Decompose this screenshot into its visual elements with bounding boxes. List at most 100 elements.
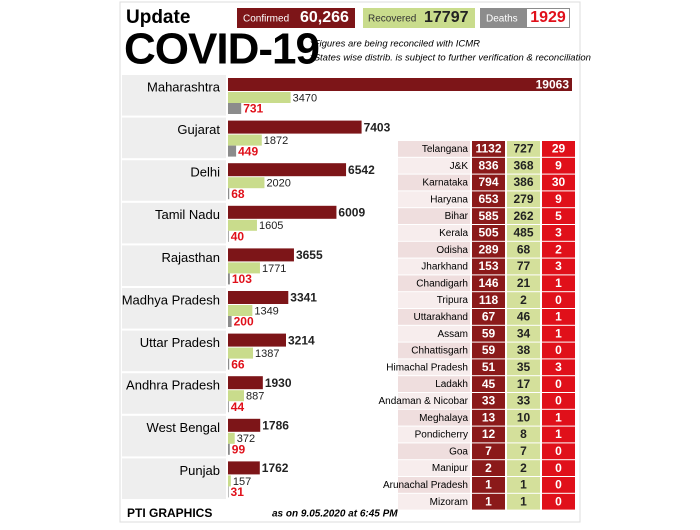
table-cell (542, 292, 575, 308)
recovered-total: 17797 (424, 9, 469, 26)
table-value: 1 (555, 310, 562, 324)
table-value: 29 (552, 142, 566, 156)
table-cell (472, 325, 505, 342)
confirmed-box (237, 8, 355, 28)
table-value: 5 (555, 209, 562, 223)
table-cell (472, 376, 505, 392)
table-value: 2 (485, 461, 492, 475)
table-value: 1132 (475, 142, 501, 156)
table-cell (542, 157, 575, 174)
table-cell (507, 157, 540, 174)
table-value: 0 (555, 293, 562, 307)
state-label: Tamil Nadu (155, 207, 220, 222)
table-name-cell (398, 309, 470, 325)
table-value: 118 (479, 293, 499, 307)
bar (228, 305, 253, 316)
table-value: 3 (555, 259, 562, 273)
table-cell (472, 157, 505, 174)
table-value: 794 (478, 175, 498, 189)
main-title: COVID-19 (124, 25, 319, 74)
bar (228, 486, 229, 498)
state-cell (122, 415, 226, 457)
table-value: 33 (482, 394, 496, 408)
table-name-cell (398, 157, 470, 174)
value-label: 200 (234, 315, 254, 329)
bar (228, 205, 337, 219)
table-value: 3 (555, 226, 562, 240)
table-cell (472, 292, 505, 308)
table-cell (472, 393, 505, 409)
table-value: 1 (520, 478, 527, 492)
value-label: 1930 (265, 376, 292, 390)
table-cell (542, 443, 575, 460)
table-cell (507, 426, 540, 443)
bar (228, 418, 261, 432)
value-label: 1387 (255, 348, 279, 360)
table-cell (472, 493, 505, 510)
table-value: 0 (555, 377, 562, 391)
state-label: Maharashtra (147, 79, 221, 94)
bar (228, 92, 291, 103)
table-state: Goa (449, 446, 468, 457)
deaths-total: 1929 (530, 9, 566, 26)
value-label: 887 (246, 391, 264, 403)
bar (228, 358, 230, 370)
table-state: Odisha (436, 245, 468, 256)
bar (228, 443, 230, 455)
table-value: 505 (478, 226, 498, 240)
table-cell (472, 460, 505, 476)
table-state: J&K (450, 161, 469, 172)
table-cell (542, 309, 575, 325)
value-label: 19063 (536, 78, 570, 92)
bar (228, 219, 257, 231)
table-state: Jharkhand (421, 262, 468, 273)
value-label: 1762 (262, 461, 289, 475)
table-state: Andaman & Nicobar (379, 396, 469, 407)
deaths-label: Deaths (486, 14, 518, 25)
bar (228, 390, 245, 402)
table-cell (507, 443, 540, 460)
bar (228, 475, 231, 487)
table-state: Haryana (430, 194, 468, 205)
table-value: 146 (478, 276, 498, 290)
table-value: 7 (520, 444, 527, 458)
update-label: Update (126, 7, 190, 28)
table-name-cell (398, 393, 470, 409)
confirmed-total: 60,266 (300, 9, 349, 26)
table-cell (472, 174, 505, 191)
table-value: 9 (555, 158, 562, 172)
table-state: Himachal Pradesh (386, 362, 468, 373)
state-label: Delhi (190, 165, 220, 180)
table-value: 1 (520, 494, 527, 508)
table-cell (507, 409, 540, 426)
recovered-box (363, 8, 475, 28)
table-value: 368 (513, 158, 533, 172)
table-cell (542, 174, 575, 191)
state-label: Madhya Pradesh (122, 292, 220, 307)
table-cell (472, 409, 505, 426)
bar (228, 461, 260, 475)
table-value: 1 (555, 410, 562, 424)
state-cell (122, 288, 226, 329)
table-cell (542, 225, 575, 241)
table-cell (507, 275, 540, 292)
table-cell (507, 309, 540, 325)
table-cell (542, 409, 575, 426)
bar (228, 333, 286, 347)
table-value: 153 (478, 259, 498, 273)
table-state: Tripura (437, 295, 469, 306)
table-cell (542, 325, 575, 342)
state-cell (122, 117, 226, 159)
table-cell (507, 393, 540, 409)
table-value: 727 (513, 142, 533, 156)
table-name-cell (398, 409, 470, 426)
table-value: 30 (552, 175, 566, 189)
table-value: 2 (520, 293, 527, 307)
table-value: 34 (517, 326, 531, 340)
value-label: 31 (231, 485, 245, 499)
state-label: West Bengal (147, 420, 221, 435)
table-value: 1 (555, 427, 562, 441)
table-name-cell (398, 141, 470, 157)
